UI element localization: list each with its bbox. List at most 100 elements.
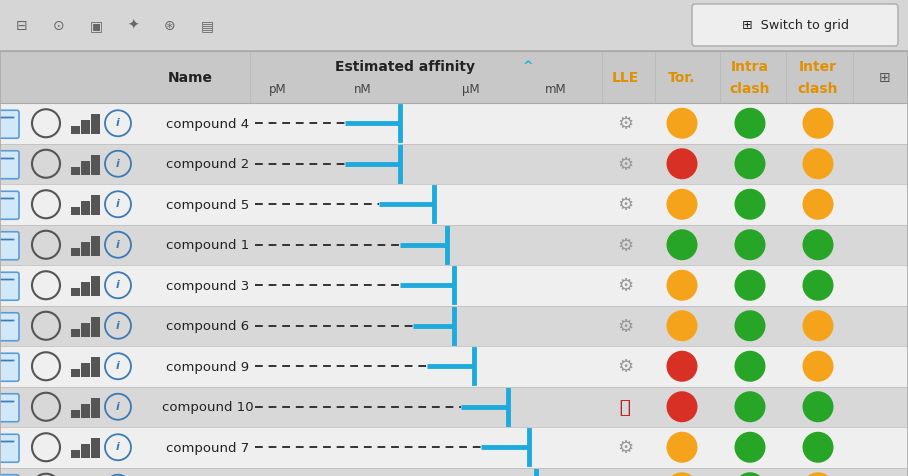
Bar bbox=[81, 404, 90, 418]
Text: LLE: LLE bbox=[611, 71, 638, 85]
Bar bbox=[71, 288, 80, 297]
FancyBboxPatch shape bbox=[0, 266, 908, 306]
Text: ⊙: ⊙ bbox=[54, 19, 64, 33]
Bar bbox=[71, 329, 80, 337]
Circle shape bbox=[803, 109, 834, 139]
Bar bbox=[71, 410, 80, 418]
Text: compound 3: compound 3 bbox=[166, 279, 250, 292]
Text: Name: Name bbox=[167, 71, 212, 85]
FancyBboxPatch shape bbox=[0, 192, 19, 220]
Bar bbox=[81, 364, 90, 377]
Circle shape bbox=[735, 189, 765, 220]
FancyBboxPatch shape bbox=[0, 232, 19, 260]
Bar bbox=[91, 196, 100, 216]
FancyBboxPatch shape bbox=[0, 427, 908, 467]
FancyBboxPatch shape bbox=[0, 475, 19, 476]
Circle shape bbox=[803, 270, 834, 301]
FancyBboxPatch shape bbox=[0, 273, 19, 301]
Circle shape bbox=[803, 351, 834, 382]
Text: i: i bbox=[116, 280, 120, 289]
Text: ▤: ▤ bbox=[201, 19, 213, 33]
Circle shape bbox=[666, 270, 697, 301]
Bar bbox=[71, 127, 80, 135]
Circle shape bbox=[735, 311, 765, 342]
Text: compound 9: compound 9 bbox=[166, 360, 250, 373]
Circle shape bbox=[735, 472, 765, 476]
Circle shape bbox=[666, 311, 697, 342]
Circle shape bbox=[666, 391, 697, 422]
FancyBboxPatch shape bbox=[0, 434, 19, 462]
Bar bbox=[81, 161, 90, 175]
Text: ⚙: ⚙ bbox=[617, 236, 633, 254]
Text: ^: ^ bbox=[523, 60, 533, 73]
Circle shape bbox=[803, 472, 834, 476]
Bar bbox=[91, 317, 100, 337]
Text: ⚙: ⚙ bbox=[617, 317, 633, 335]
Text: ✦: ✦ bbox=[127, 19, 139, 33]
Text: i: i bbox=[116, 401, 120, 411]
FancyBboxPatch shape bbox=[0, 52, 908, 476]
FancyBboxPatch shape bbox=[0, 346, 908, 387]
Bar bbox=[91, 115, 100, 135]
Bar bbox=[81, 323, 90, 337]
FancyBboxPatch shape bbox=[0, 306, 908, 346]
FancyBboxPatch shape bbox=[0, 387, 908, 427]
Text: ⚙: ⚙ bbox=[617, 156, 633, 173]
Text: compound 2: compound 2 bbox=[166, 158, 250, 171]
Text: i: i bbox=[116, 441, 120, 451]
FancyBboxPatch shape bbox=[0, 394, 19, 422]
Circle shape bbox=[803, 311, 834, 342]
Circle shape bbox=[735, 149, 765, 180]
Bar bbox=[71, 369, 80, 377]
Circle shape bbox=[735, 391, 765, 422]
Text: 👎: 👎 bbox=[619, 398, 630, 416]
Bar bbox=[71, 450, 80, 458]
Text: i: i bbox=[116, 159, 120, 169]
FancyBboxPatch shape bbox=[0, 104, 908, 144]
Bar bbox=[71, 168, 80, 175]
Text: Intra: Intra bbox=[731, 60, 769, 73]
FancyBboxPatch shape bbox=[0, 52, 908, 104]
FancyBboxPatch shape bbox=[692, 5, 898, 47]
FancyBboxPatch shape bbox=[0, 185, 908, 225]
Text: compound 1: compound 1 bbox=[166, 239, 250, 252]
Circle shape bbox=[803, 432, 834, 463]
Circle shape bbox=[666, 109, 697, 139]
Text: compound 6: compound 6 bbox=[166, 319, 250, 333]
FancyBboxPatch shape bbox=[0, 111, 19, 139]
Text: mM: mM bbox=[545, 83, 567, 96]
Circle shape bbox=[666, 351, 697, 382]
Text: ⊞  Switch to grid: ⊞ Switch to grid bbox=[742, 20, 848, 32]
Text: compound 10: compound 10 bbox=[163, 400, 254, 413]
Bar bbox=[91, 236, 100, 256]
Circle shape bbox=[803, 189, 834, 220]
Circle shape bbox=[803, 391, 834, 422]
FancyBboxPatch shape bbox=[0, 225, 908, 266]
Text: compound 7: compound 7 bbox=[166, 441, 250, 454]
Bar bbox=[81, 121, 90, 135]
Circle shape bbox=[666, 189, 697, 220]
Text: Tor.: Tor. bbox=[668, 71, 696, 85]
FancyBboxPatch shape bbox=[0, 144, 908, 185]
Bar bbox=[91, 398, 100, 418]
Circle shape bbox=[735, 351, 765, 382]
Bar bbox=[91, 156, 100, 175]
Text: 👎: 👎 bbox=[619, 398, 630, 416]
Circle shape bbox=[666, 472, 697, 476]
Circle shape bbox=[666, 230, 697, 261]
Text: compound 5: compound 5 bbox=[166, 198, 250, 211]
Text: ▣: ▣ bbox=[89, 19, 103, 33]
Text: i: i bbox=[116, 239, 120, 249]
Text: i: i bbox=[116, 320, 120, 330]
FancyBboxPatch shape bbox=[0, 151, 19, 179]
Text: i: i bbox=[116, 118, 120, 128]
Text: ⚙: ⚙ bbox=[617, 196, 633, 214]
Text: Estimated affinity: Estimated affinity bbox=[335, 60, 475, 73]
Circle shape bbox=[735, 270, 765, 301]
Text: i: i bbox=[116, 199, 120, 209]
Text: Inter: Inter bbox=[799, 60, 837, 73]
Circle shape bbox=[666, 149, 697, 180]
Text: ⊟: ⊟ bbox=[16, 19, 28, 33]
Bar bbox=[71, 208, 80, 216]
Text: μM: μM bbox=[462, 83, 479, 96]
